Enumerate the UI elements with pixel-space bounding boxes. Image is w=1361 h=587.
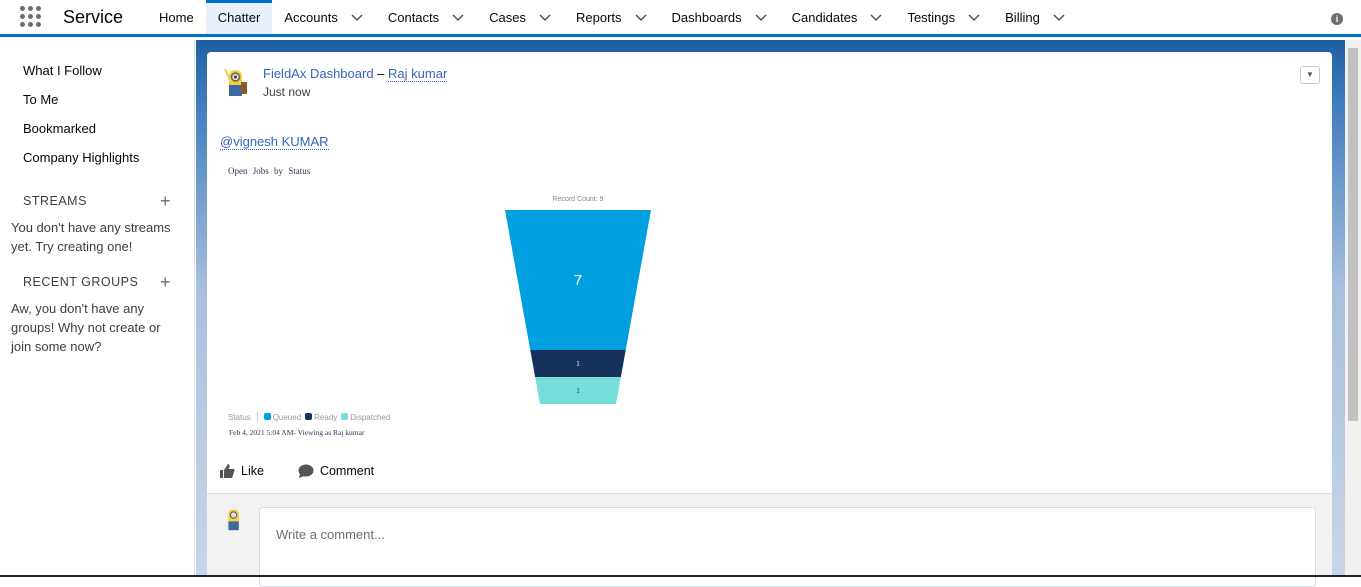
chevron-down-icon[interactable] (350, 10, 364, 24)
comment-icon (298, 464, 314, 478)
tab-testings[interactable]: Testings (895, 0, 993, 34)
chevron-down-icon[interactable] (967, 10, 981, 24)
comment-button[interactable]: Comment (298, 464, 374, 478)
add-stream-icon[interactable]: + (159, 191, 171, 211)
tab-label: Chatter (217, 9, 261, 25)
post-timestamp[interactable]: Just now (263, 85, 311, 99)
chevron-down-icon[interactable] (1052, 10, 1066, 24)
feed-post: FieldAx Dashboard – Raj kumar Just now ▼… (207, 52, 1332, 587)
app-name: Service (63, 6, 124, 27)
mention-link[interactable]: @vignesh KUMAR (220, 134, 329, 150)
tab-dashboards[interactable]: Dashboards (660, 0, 780, 34)
global-header: Service Home Chatter Accounts Contacts Cases… (0, 0, 1361, 37)
chart-footer: Feb 4, 2021 5:04 AM- Viewing as Raj kuma… (229, 428, 365, 437)
tab-label: Dashboards (671, 9, 742, 25)
post-menu-button[interactable]: ▼ (1300, 66, 1320, 84)
like-icon (220, 464, 235, 478)
separator: – (373, 66, 389, 81)
scrollbar[interactable] (1345, 40, 1361, 577)
tab-candidates[interactable]: Candidates (780, 0, 896, 34)
sidebar-item-bookmarked[interactable]: Bookmarked (23, 121, 96, 136)
chart-subtitle: Record Count: 9 (553, 196, 604, 203)
post-author-link[interactable]: Raj kumar (388, 66, 448, 82)
tab-label: Accounts (284, 9, 338, 25)
tab-label: Cases (489, 9, 527, 25)
like-button[interactable]: Like (220, 464, 264, 478)
chevron-down-icon[interactable] (538, 10, 552, 24)
tab-label: Billing (1005, 9, 1040, 25)
funnel-segment-ready[interactable] (530, 350, 626, 377)
sidebar-item-to-me[interactable]: To Me (23, 92, 59, 107)
tab-label: Home (159, 9, 194, 25)
chart-legend: Status Queued Ready Dispatched (228, 412, 390, 422)
legend-item-queued: Queued (263, 412, 301, 422)
tab-billing[interactable]: Billing (993, 0, 1078, 34)
data-label-queued: 7 (574, 272, 582, 289)
tab-cases[interactable]: Cases (477, 0, 564, 34)
info-icon[interactable]: i (1331, 13, 1343, 25)
streams-heading: STREAMS (23, 194, 87, 208)
recent-groups-heading: RECENT GROUPS (23, 275, 139, 289)
chevron-down-icon[interactable] (869, 10, 883, 24)
funnel-segment-queued[interactable] (505, 210, 651, 350)
tab-label: Contacts (387, 9, 440, 25)
chevron-down-icon[interactable] (634, 10, 648, 24)
comment-section: Write a comment... (207, 493, 1332, 587)
legend-item-dispatched: Dispatched (341, 412, 390, 422)
post-source-link[interactable]: FieldAx Dashboard (263, 66, 374, 81)
groups-empty-text: Aw, you don't have any groups! Why not c… (11, 301, 161, 354)
tab-reports[interactable]: Reports (564, 0, 660, 34)
chevron-down-icon[interactable] (754, 10, 768, 24)
tab-label: Candidates (791, 9, 858, 25)
avatar[interactable] (221, 66, 251, 98)
commenter-avatar (222, 506, 252, 538)
tab-accounts[interactable]: Accounts (272, 0, 375, 34)
legend-item-ready: Ready (305, 412, 337, 422)
tab-label: Testings (907, 9, 956, 25)
data-label-ready: 1 (576, 362, 580, 368)
nav-bar: Home Chatter Accounts Contacts Cases Reports D… (147, 0, 1078, 34)
chart-title: Open Jobs by Status (228, 166, 311, 176)
sidebar-item-company-highlights[interactable]: Company Highlights (23, 150, 140, 165)
tab-home[interactable]: Home (147, 0, 206, 34)
feed-area: FieldAx Dashboard – Raj kumar Just now ▼… (196, 40, 1345, 587)
sidebar: What I Follow To Me Bookmarked Company H… (0, 40, 195, 577)
add-group-icon[interactable]: + (159, 272, 171, 292)
sidebar-item-what-i-follow[interactable]: What I Follow (23, 63, 102, 78)
tab-label: Reports (576, 9, 622, 25)
tab-chatter[interactable]: Chatter (205, 0, 273, 34)
data-label-dispatched: 1 (576, 389, 580, 395)
funnel-chart: Record Count: 9 7 1 1 (505, 196, 651, 404)
legend-title: Status (228, 412, 251, 422)
post-header: FieldAx Dashboard – Raj kumar Just now (263, 66, 448, 99)
app-launcher-icon[interactable] (20, 6, 42, 28)
funnel-segment-dispatched[interactable] (535, 377, 621, 404)
streams-empty-text: You don't have any streams yet. Try crea… (11, 220, 171, 254)
tab-contacts[interactable]: Contacts (376, 0, 477, 34)
chevron-down-icon[interactable] (451, 10, 465, 24)
scrollbar-thumb[interactable] (1348, 48, 1358, 421)
